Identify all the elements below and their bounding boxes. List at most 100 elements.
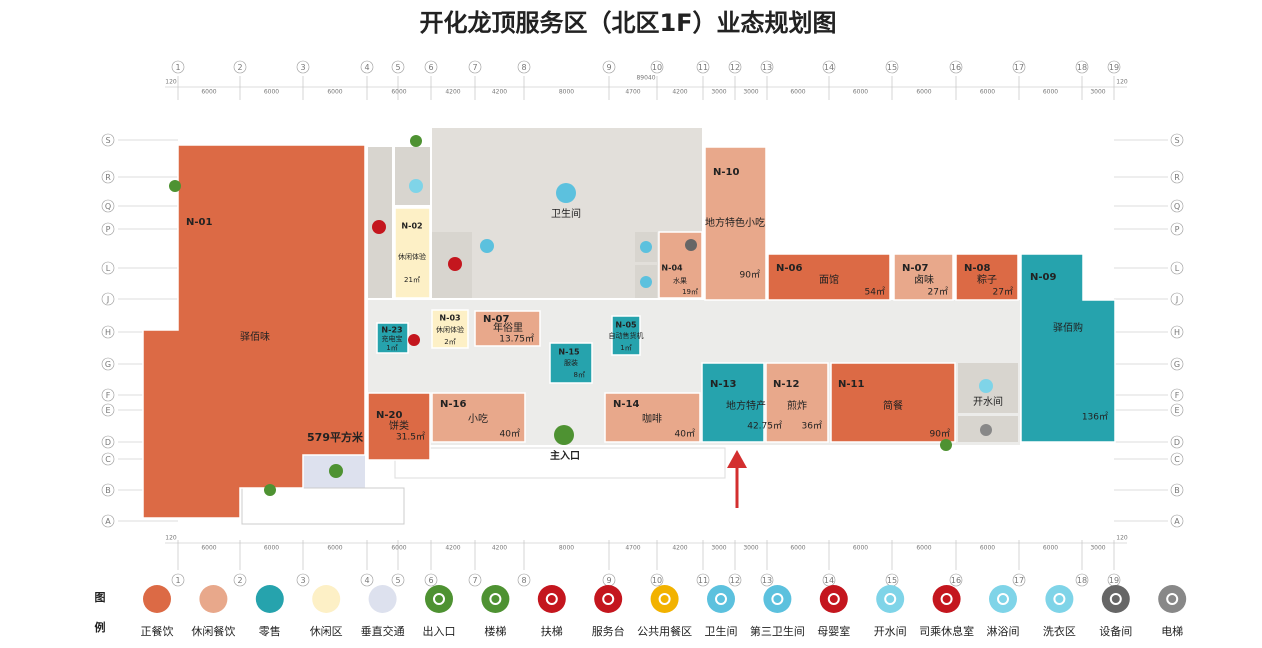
row-label: R xyxy=(1174,173,1180,182)
column-label: 13 xyxy=(762,576,772,585)
room-area: 8㎡ xyxy=(574,371,585,379)
row-marker xyxy=(101,170,115,184)
row-marker xyxy=(1170,199,1184,213)
dim-label: 6000 xyxy=(391,89,406,96)
dim-label: 4700 xyxy=(625,545,640,552)
row-marker xyxy=(101,222,115,236)
row-label: P xyxy=(1175,225,1180,234)
room xyxy=(955,253,1019,301)
room-code: N-14 xyxy=(613,399,639,410)
room-name: 简餐 xyxy=(883,399,903,412)
row-label: L xyxy=(106,264,111,273)
column-marker xyxy=(650,60,664,74)
row-label: B xyxy=(105,486,111,495)
dim-label: 120 xyxy=(165,79,177,86)
total-dim: 89040 xyxy=(636,75,655,82)
row-marker xyxy=(101,133,115,147)
column-label: 2 xyxy=(237,63,242,72)
column-marker xyxy=(728,60,742,74)
room-code: N-20 xyxy=(376,410,402,421)
legend-label: 扶梯 xyxy=(541,624,563,638)
dim-label: 6000 xyxy=(853,545,868,552)
column-marker xyxy=(1107,60,1121,74)
room xyxy=(830,362,956,443)
room xyxy=(367,392,431,461)
water-icon xyxy=(979,379,993,393)
column-label: 7 xyxy=(472,63,477,72)
row-marker xyxy=(1170,388,1184,402)
column-marker xyxy=(233,60,247,74)
exit-icon xyxy=(940,439,952,451)
room-code: N-23 xyxy=(381,326,402,335)
legend-label: 洗衣区 xyxy=(1043,624,1076,638)
row-label: S xyxy=(1174,136,1179,145)
row-label: Q xyxy=(1174,202,1180,211)
row-label: R xyxy=(105,173,111,182)
dim-label: 8000 xyxy=(559,89,574,96)
room-area: 579平方米 xyxy=(307,430,364,444)
room-area: 1㎡ xyxy=(386,344,397,352)
column-marker xyxy=(360,573,374,587)
room-code: N-02 xyxy=(401,222,422,231)
room-code: N-10 xyxy=(713,167,739,178)
column-label: 5 xyxy=(395,63,400,72)
legend-glyph xyxy=(602,593,615,605)
legend-label: 卫生间 xyxy=(705,624,738,638)
column-label: 4 xyxy=(364,63,369,72)
column-marker xyxy=(949,573,963,587)
column-label: 17 xyxy=(1014,576,1024,585)
column-marker xyxy=(424,573,438,587)
entrance-icon xyxy=(554,425,574,445)
column-label: 2 xyxy=(237,576,242,585)
row-marker xyxy=(101,514,115,528)
dim-label: 3000 xyxy=(743,545,758,552)
column-marker xyxy=(949,60,963,74)
room-code: N-12 xyxy=(773,379,799,390)
row-label: J xyxy=(1175,295,1178,304)
legend-glyph xyxy=(1166,593,1179,605)
room-name: 面馆 xyxy=(819,273,839,286)
row-marker xyxy=(1170,133,1184,147)
column-marker xyxy=(760,60,774,74)
dim-label: 3000 xyxy=(1090,89,1105,96)
dim-label: 6000 xyxy=(916,89,931,96)
room xyxy=(376,322,409,354)
legend-swatch xyxy=(876,585,905,613)
column-marker xyxy=(360,60,374,74)
room-name: 驿佰购 xyxy=(1053,321,1083,334)
row-marker xyxy=(1170,325,1184,339)
outline xyxy=(394,447,726,479)
arrow-head xyxy=(727,450,747,468)
legend-glyph xyxy=(489,593,502,605)
row-marker xyxy=(1170,514,1184,528)
stair-icon xyxy=(329,464,343,478)
row-marker xyxy=(1170,292,1184,306)
legend-glyph xyxy=(1053,593,1066,605)
room xyxy=(474,310,541,347)
room-area: 13.75㎡ xyxy=(499,334,534,345)
row-marker xyxy=(101,483,115,497)
column-marker xyxy=(391,573,405,587)
room-name: 地方特产 xyxy=(726,399,766,412)
legend-swatch xyxy=(594,585,623,613)
column-label: 6 xyxy=(428,63,433,72)
dim-label: 120 xyxy=(165,535,177,542)
room-code: N-13 xyxy=(710,379,736,390)
room-name: 饼类 xyxy=(389,419,409,432)
legend-glyph xyxy=(997,593,1009,605)
room-name: 休闲体验 xyxy=(398,252,426,261)
row-label: A xyxy=(105,517,111,526)
room-area: 21㎡ xyxy=(404,276,420,284)
column-label: 5 xyxy=(395,576,400,585)
service-icon xyxy=(372,220,386,234)
legend-glyph xyxy=(1109,593,1122,605)
dim-label: 4200 xyxy=(492,89,507,96)
room-area: 136㎡ xyxy=(1082,412,1108,423)
room-area: 27㎡ xyxy=(928,287,948,298)
row-label: A xyxy=(1174,517,1180,526)
room-name: 煎炸 xyxy=(787,399,807,412)
toilet-icon xyxy=(480,239,494,253)
dim-label: 4200 xyxy=(445,545,460,552)
dim-label: 6000 xyxy=(201,89,216,96)
